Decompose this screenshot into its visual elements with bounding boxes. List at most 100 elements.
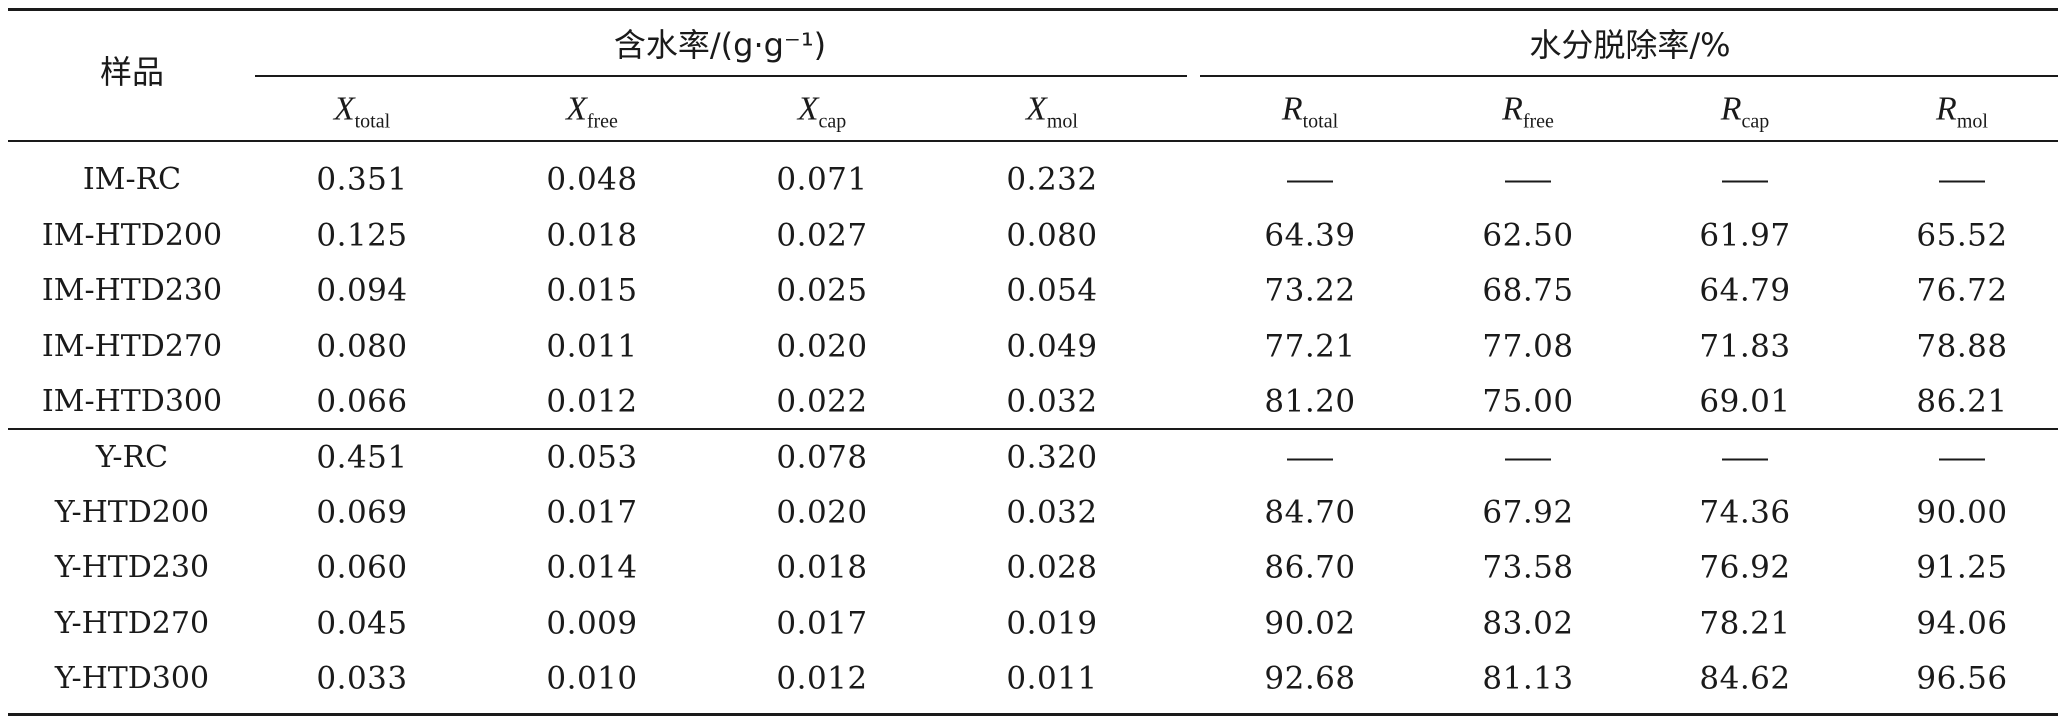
value-cell: 75.00 <box>1482 383 1574 420</box>
em-dash-mark <box>1505 180 1551 182</box>
value-cell <box>1722 443 1768 474</box>
value-cell: 84.70 <box>1264 494 1356 531</box>
subheader-symbol: R <box>1281 90 1303 128</box>
value-cell: 69.01 <box>1699 383 1791 420</box>
value-cell: 0.080 <box>316 328 408 365</box>
subheader-subscript: cap <box>1741 110 1770 133</box>
value-cell: 0.015 <box>546 272 638 309</box>
sample-name-cell: IM-HTD300 <box>41 384 223 419</box>
em-dash-mark <box>1939 180 1985 182</box>
subheader-r-total: Rtotal <box>1281 90 1338 132</box>
value-cell: 0.018 <box>776 549 868 586</box>
value-cell: 0.094 <box>316 272 408 309</box>
value-cell: 0.060 <box>316 549 408 586</box>
bottom-rule <box>8 713 2058 716</box>
value-cell: 76.92 <box>1699 549 1791 586</box>
sample-name-cell: IM-HTD200 <box>41 218 223 253</box>
value-cell: 0.032 <box>1006 494 1098 531</box>
subheader-x-total: Xtotal <box>334 92 391 133</box>
subheader-symbol: R <box>1502 90 1523 128</box>
header-bottom-rule <box>8 140 2058 142</box>
value-cell: 0.010 <box>546 660 638 697</box>
subheader-symbol: X <box>797 90 819 128</box>
em-dash-mark <box>1722 458 1768 460</box>
value-cell: 78.88 <box>1916 328 2008 365</box>
value-cell: 86.70 <box>1264 549 1356 586</box>
value-cell: 92.68 <box>1264 660 1356 697</box>
top-rule <box>8 8 2058 11</box>
value-cell: 81.20 <box>1264 383 1356 420</box>
subheader-subscript: mol <box>1046 110 1078 133</box>
value-cell: 0.011 <box>546 328 638 365</box>
value-cell: 67.92 <box>1482 494 1574 531</box>
subheader-subscript: total <box>354 110 391 133</box>
value-cell <box>1722 165 1768 196</box>
em-dash-mark <box>1722 180 1768 182</box>
subheader-symbol: R <box>1720 90 1742 128</box>
value-cell: 0.071 <box>776 161 868 198</box>
moisture-group-header: 含水率/(g·g⁻¹) <box>613 26 827 64</box>
value-cell: 73.22 <box>1264 272 1356 309</box>
value-cell: 62.50 <box>1482 217 1574 254</box>
value-cell: 0.053 <box>546 439 638 476</box>
value-cell: 90.00 <box>1916 494 2008 531</box>
subheader-subscript: free <box>1522 110 1554 133</box>
value-cell: 0.049 <box>1006 328 1098 365</box>
subheader-x-free: Xfree <box>566 92 618 133</box>
value-cell: 0.027 <box>776 217 868 254</box>
value-cell: 0.351 <box>316 161 408 198</box>
value-cell: 77.21 <box>1264 328 1356 365</box>
value-cell <box>1505 165 1551 196</box>
value-cell: 0.054 <box>1006 272 1098 309</box>
group-separator-rule <box>8 428 2058 430</box>
value-cell: 0.012 <box>546 383 638 420</box>
subheader-subscript: free <box>586 110 618 133</box>
sample-name-cell: IM-HTD270 <box>41 329 223 364</box>
value-cell: 0.014 <box>546 549 638 586</box>
value-cell: 64.79 <box>1699 272 1791 309</box>
value-cell: 84.62 <box>1699 660 1791 697</box>
value-cell: 0.066 <box>316 383 408 420</box>
value-cell <box>1505 443 1551 474</box>
value-cell: 71.83 <box>1699 328 1791 365</box>
sample-name-cell: Y-RC <box>95 440 169 475</box>
subheader-r-cap: Rcap <box>1720 90 1770 133</box>
value-cell: 0.320 <box>1006 439 1098 476</box>
value-cell: 0.009 <box>546 605 638 642</box>
em-dash-mark <box>1287 180 1333 182</box>
value-cell: 64.39 <box>1264 217 1356 254</box>
sample-header: 样品 <box>99 53 165 91</box>
subheader-symbol: X <box>1026 90 1047 128</box>
value-cell: 0.045 <box>316 605 408 642</box>
subheader-x-cap: Xcap <box>797 90 847 133</box>
value-cell: 78.21 <box>1699 605 1791 642</box>
value-cell: 81.13 <box>1482 660 1574 697</box>
value-cell: 0.125 <box>316 217 408 254</box>
value-cell <box>1939 165 1985 196</box>
value-cell: 0.232 <box>1006 161 1098 198</box>
value-cell: 0.020 <box>776 494 868 531</box>
value-cell: 0.017 <box>776 605 868 642</box>
removal-group-header: 水分脱除率/% <box>1529 26 1731 64</box>
value-cell: 0.012 <box>776 660 868 697</box>
value-cell: 0.069 <box>316 494 408 531</box>
sample-name-cell: IM-RC <box>82 162 182 197</box>
sample-name-cell: Y-HTD270 <box>54 606 210 641</box>
subheader-symbol: R <box>1936 90 1957 128</box>
value-cell: 0.451 <box>316 439 408 476</box>
subheader-x-mol: Xmol <box>1026 90 1078 133</box>
em-dash-mark <box>1505 458 1551 460</box>
subheader-r-free: Rfree <box>1502 90 1554 133</box>
em-dash-mark <box>1939 458 1985 460</box>
value-cell: 0.048 <box>546 161 638 198</box>
moisture-group-rule <box>255 75 1187 77</box>
value-cell: 0.017 <box>546 494 638 531</box>
value-cell: 74.36 <box>1699 494 1791 531</box>
value-cell: 83.02 <box>1482 605 1574 642</box>
value-cell <box>1939 443 1985 474</box>
subheader-r-mol: Rmol <box>1936 90 1988 132</box>
subheader-subscript: cap <box>818 110 847 133</box>
value-cell: 76.72 <box>1916 272 2008 309</box>
removal-group-rule <box>1200 75 2058 77</box>
